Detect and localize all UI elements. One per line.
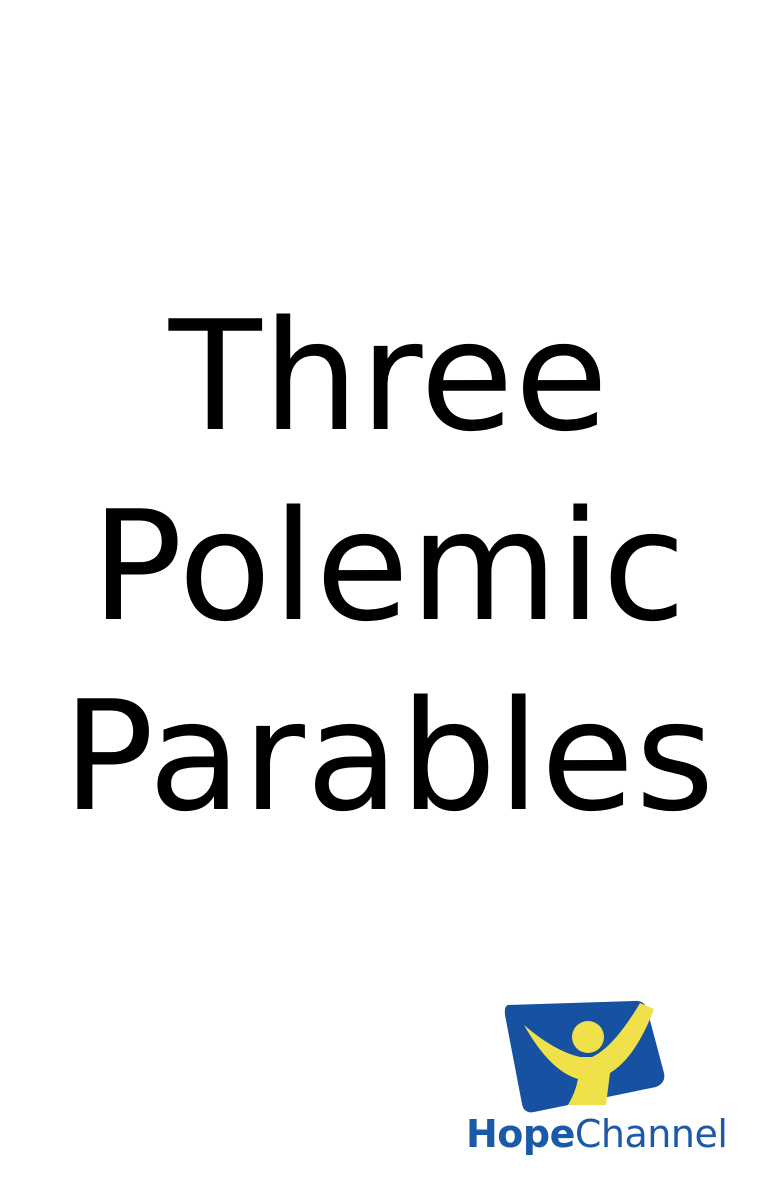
cover-title: Three Polemic Parables [0,282,778,852]
hope-channel-logo: HopeChannel [462,995,728,1165]
logo-word-hope: Hope [466,1112,575,1156]
hope-channel-figure-icon [504,1000,665,1113]
logo-word-channel: Channel [574,1112,728,1156]
title-line-1: Three [168,288,610,465]
title-line-3: Parables [62,668,716,845]
title-line-2: Polemic [91,478,687,655]
logo-wordmark: HopeChannel [466,1109,728,1159]
